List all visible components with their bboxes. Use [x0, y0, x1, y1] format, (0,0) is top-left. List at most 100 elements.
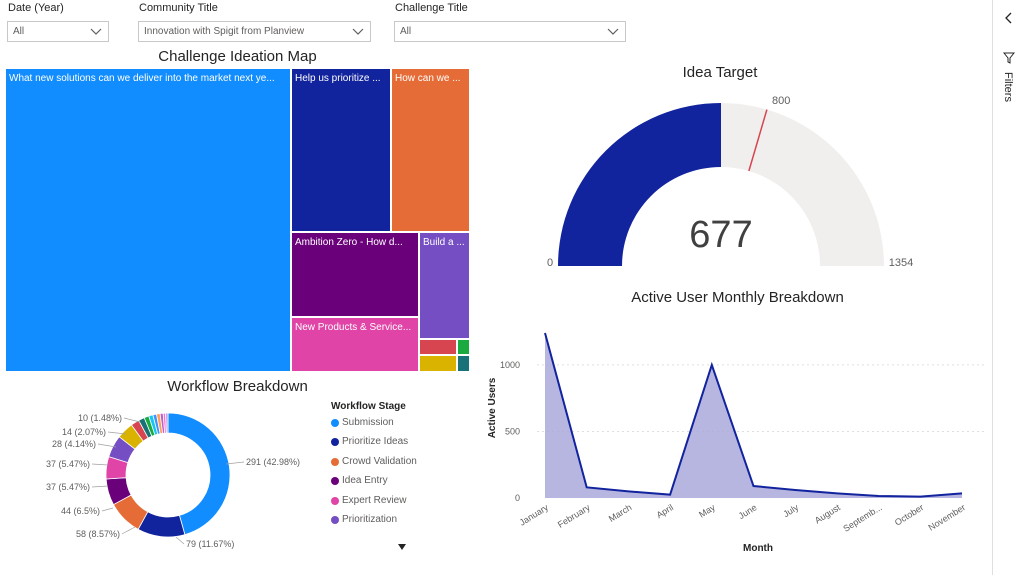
donut-data-label: 58 (8.57%) — [76, 529, 120, 539]
chevron-down-icon — [352, 28, 364, 35]
donut-data-label: 79 (11.67%) — [186, 539, 234, 549]
gauge-min-label: 0 — [547, 257, 553, 269]
donut-leader-line — [97, 443, 117, 448]
donut-slice[interactable] — [167, 412, 231, 536]
area-x-axis-label: Month — [743, 543, 773, 554]
donut-leader-line — [107, 431, 127, 435]
treemap-tile-label: New Products & Service... — [295, 322, 412, 333]
area-y-tick-label: 1000 — [500, 360, 520, 370]
funnel-icon — [1003, 52, 1015, 64]
donut-leader-line — [101, 507, 114, 512]
legend-label: Submission — [342, 417, 394, 428]
legend-item[interactable]: Prioritize Ideas — [331, 436, 408, 447]
chevron-down-icon — [90, 28, 102, 35]
donut-leader-line — [123, 417, 141, 423]
donut-data-label: 10 (1.48%) — [78, 413, 122, 423]
donut-leader-line — [175, 536, 185, 545]
donut-leader-line — [91, 463, 109, 466]
treemap-tile[interactable] — [419, 355, 457, 372]
treemap-tile[interactable]: What new solutions can we deliver into t… — [5, 68, 291, 372]
gauge-target-label: 800 — [772, 95, 790, 107]
area-x-tick-label: May — [697, 502, 717, 520]
legend-dot — [331, 457, 339, 466]
gauge-value: 677 — [689, 214, 752, 256]
area-chart-title: Active User Monthly Breakdown — [631, 289, 844, 306]
donut-data-label: 37 (5.47%) — [46, 459, 90, 469]
community-slicer-value: Innovation with Spigit from Planview — [144, 26, 305, 37]
gauge-target-marker — [748, 109, 768, 172]
donut-data-label: 14 (2.07%) — [62, 427, 106, 437]
donut-leader-line — [91, 485, 109, 488]
treemap-tile[interactable]: New Products & Service... — [291, 317, 419, 372]
treemap-tile[interactable]: Help us prioritize ... — [291, 68, 391, 232]
challenge-slicer-dropdown[interactable]: All — [394, 21, 626, 42]
area-x-tick-label: Septemb... — [841, 502, 883, 534]
legend-dot — [331, 476, 339, 485]
area-x-tick-label: July — [781, 502, 800, 519]
area-x-tick-label: January — [518, 502, 551, 528]
area-x-tick-label: April — [655, 502, 676, 520]
area-y-tick-label: 500 — [505, 426, 520, 436]
legend-item[interactable]: Prioritization — [331, 514, 397, 525]
challenge-slicer-value: All — [400, 26, 412, 37]
legend-dot — [331, 496, 339, 505]
treemap-tile-label: Build a ... — [423, 237, 465, 248]
legend-label: Prioritization — [342, 514, 398, 525]
donut-legend-title: Workflow Stage — [331, 401, 406, 412]
legend-item[interactable]: Expert Review — [331, 495, 406, 506]
treemap-tile-label: Help us prioritize ... — [295, 73, 381, 84]
filters-label: Filters — [1002, 72, 1014, 102]
community-slicer-label: Community Title — [139, 2, 218, 14]
treemap-tile-label: How can we ... — [395, 73, 461, 84]
date-slicer-dropdown[interactable]: All — [7, 21, 109, 42]
treemap-tile[interactable] — [419, 339, 457, 355]
gauge-title: Idea Target — [682, 64, 758, 81]
legend-item[interactable]: Crowd Validation — [331, 456, 417, 467]
treemap-tile[interactable]: Ambition Zero - How d... — [291, 232, 419, 317]
filter-pane[interactable]: Filters — [992, 0, 1024, 575]
chevron-down-icon — [607, 28, 619, 35]
legend-dot — [331, 515, 339, 524]
treemap-tile-label: What new solutions can we deliver into t… — [9, 73, 275, 84]
legend-label: Prioritize Ideas — [342, 436, 409, 447]
gauge-max-label: 1354 — [889, 257, 913, 269]
caret-down-icon[interactable] — [397, 543, 407, 551]
donut-data-label: 291 (42.98%) — [246, 457, 300, 467]
legend-item[interactable]: Submission — [331, 417, 394, 428]
idea-target-gauge[interactable]: 677 0 1354 800 — [520, 85, 930, 275]
treemap-title: Challenge Ideation Map — [158, 48, 317, 65]
chevron-left-icon[interactable] — [1003, 12, 1015, 24]
donut-leader-line — [121, 526, 136, 535]
donut-slice[interactable] — [165, 412, 169, 434]
legend-dot — [331, 418, 339, 427]
treemap-tile[interactable] — [457, 339, 470, 355]
legend-dot — [331, 437, 339, 446]
area-x-tick-label: November — [927, 502, 968, 532]
treemap-tile[interactable]: Build a ... — [419, 232, 470, 339]
workflow-donut-chart[interactable]: 291 (42.98%) 79 (11.67%) 58 (8.57%) 44 (6.5… — [0, 398, 330, 568]
area-series-line — [544, 332, 963, 498]
area-x-tick-label: October — [893, 502, 925, 527]
legend-label: Expert Review — [342, 495, 407, 506]
date-slicer-label: Date (Year) — [8, 2, 64, 14]
active-users-area-chart[interactable]: 0 500 1000 January February March April May Jun… — [480, 310, 990, 570]
donut-data-label: 28 (4.14%) — [52, 439, 96, 449]
area-series-fill — [545, 332, 962, 498]
treemap-tile-label: Ambition Zero - How d... — [295, 237, 403, 248]
community-slicer-dropdown[interactable]: Innovation with Spigit from Planview — [138, 21, 371, 42]
date-slicer-value: All — [13, 26, 25, 37]
area-y-tick-label: 0 — [515, 493, 520, 503]
area-x-tick-label: February — [556, 502, 592, 530]
treemap-tile[interactable]: How can we ... — [391, 68, 470, 232]
area-x-tick-label: March — [607, 502, 634, 524]
donut-leader-line — [225, 461, 245, 465]
area-y-axis-label: Active Users — [487, 377, 498, 438]
area-x-tick-label: August — [813, 502, 842, 526]
treemap-tile[interactable] — [457, 355, 470, 372]
donut-data-label: 37 (5.47%) — [46, 482, 90, 492]
donut-title: Workflow Breakdown — [167, 378, 308, 395]
legend-label: Crowd Validation — [342, 456, 417, 467]
challenge-slicer-label: Challenge Title — [395, 2, 468, 14]
legend-item[interactable]: Idea Entry — [331, 475, 388, 486]
